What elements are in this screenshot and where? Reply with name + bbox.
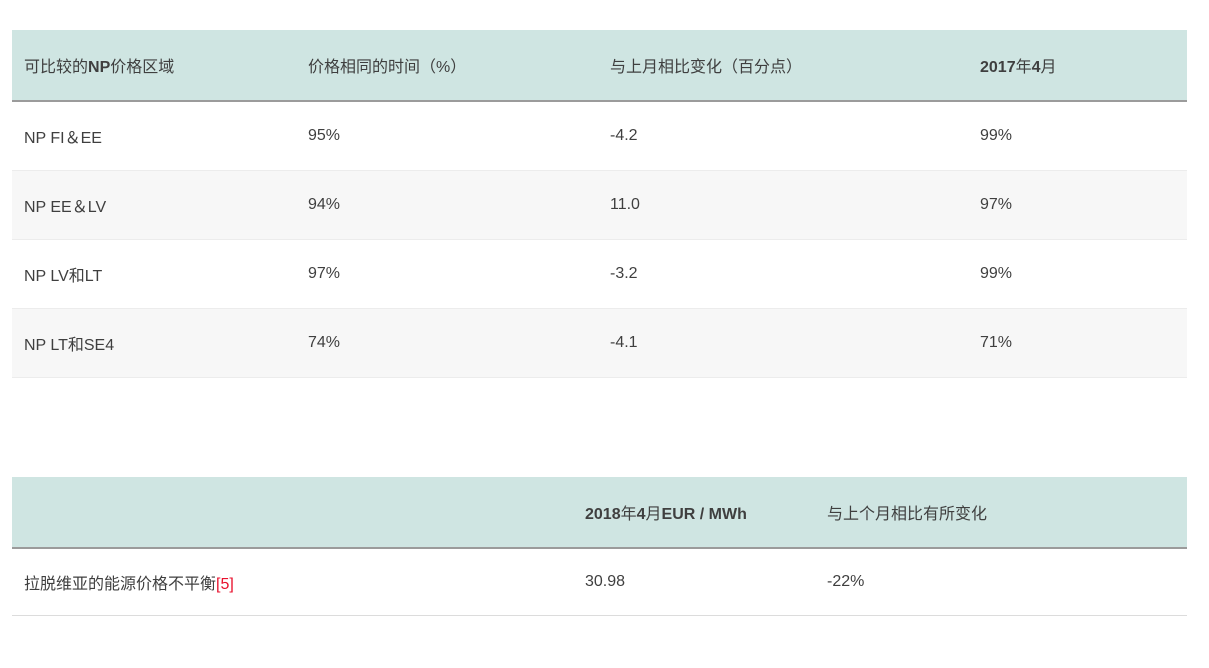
table-row: 拉脱维亚的能源价格不平衡[5] 30.98 -22% [12, 549, 1187, 616]
np-price-areas-table: 可比较的NP价格区域 价格相同的时间（%） 与上月相比变化（百分点） 2017年… [12, 30, 1187, 378]
cell-april-2017: 99% [980, 127, 1013, 144]
header-year-char: 年 [620, 506, 637, 523]
header-cell-area: 可比较的NP价格区域 [12, 53, 296, 77]
cell-imbalance-label: 拉脱维亚的能源价格不平衡[5] [12, 570, 573, 594]
cell-same-price-time: 94% [308, 196, 341, 213]
cell-change-pp: 11.0 [610, 196, 640, 213]
cell-area: NP LT和SE4 [24, 337, 115, 354]
cell-area: NP LV和LT [24, 268, 103, 285]
imbalance-label-text: 拉脱维亚的能源价格不平衡 [24, 576, 217, 593]
table-row: NP FI＆EE 95% -4.2 99% [12, 102, 1187, 171]
footnote-5-link[interactable]: [5] [216, 576, 234, 593]
cell-same-price-time: 74% [308, 334, 341, 351]
cell-change-pp: -4.1 [610, 334, 638, 351]
header-area-suffix: 价格区域 [110, 59, 175, 76]
cell-april-2017: 97% [980, 196, 1013, 213]
table-row: NP LV和LT 97% -3.2 99% [12, 240, 1187, 309]
np-table-header-row: 可比较的NP价格区域 价格相同的时间（%） 与上月相比变化（百分点） 2017年… [12, 30, 1187, 102]
header-area-prefix: 可比较的 [24, 59, 89, 76]
header-cell-april-2018-eur-mwh: 2018年4月EUR / MWh [573, 500, 815, 524]
imbalance-table-header-row: 2018年4月EUR / MWh 与上个月相比有所变化 [12, 477, 1187, 549]
cell-change-value: -22% [827, 573, 865, 590]
cell-same-price-time: 95% [308, 127, 341, 144]
cell-price-value: 30.98 [585, 573, 626, 590]
header-4-bold: 4 [1031, 59, 1041, 76]
cell-change-pp: -3.2 [610, 265, 638, 282]
header-2018-bold: 2018 [585, 506, 621, 523]
cell-change-pp: -4.2 [610, 127, 638, 144]
cell-april-2017: 99% [980, 265, 1013, 282]
header-year-char: 年 [1015, 59, 1032, 76]
latvia-imbalance-table: 2018年4月EUR / MWh 与上个月相比有所变化 拉脱维亚的能源价格不平衡… [12, 477, 1187, 616]
header-area-np-bold: NP [88, 59, 111, 76]
cell-same-price-time: 97% [308, 265, 341, 282]
header-4-bold: 4 [636, 506, 646, 523]
header-eur-mwh-bold: EUR / MWh [661, 506, 747, 523]
table-row: NP LT和SE4 74% -4.1 71% [12, 309, 1187, 378]
cell-area: NP FI＆EE [24, 130, 102, 147]
header-2017-bold: 2017 [980, 59, 1016, 76]
header-cell-april-2017: 2017年4月 [968, 53, 1187, 77]
table-row: NP EE＆LV 94% 11.0 97% [12, 171, 1187, 240]
header-cell-same-price-time: 价格相同的时间（%） [308, 59, 467, 76]
header-cell-change-pp: 与上月相比变化（百分点） [610, 59, 803, 76]
header-cell-change-vs-last-month: 与上个月相比有所变化 [827, 506, 988, 523]
header-month-char: 月 [1040, 59, 1057, 76]
header-month-char: 月 [645, 506, 662, 523]
cell-area: NP EE＆LV [24, 199, 107, 216]
cell-april-2017: 71% [980, 334, 1013, 351]
